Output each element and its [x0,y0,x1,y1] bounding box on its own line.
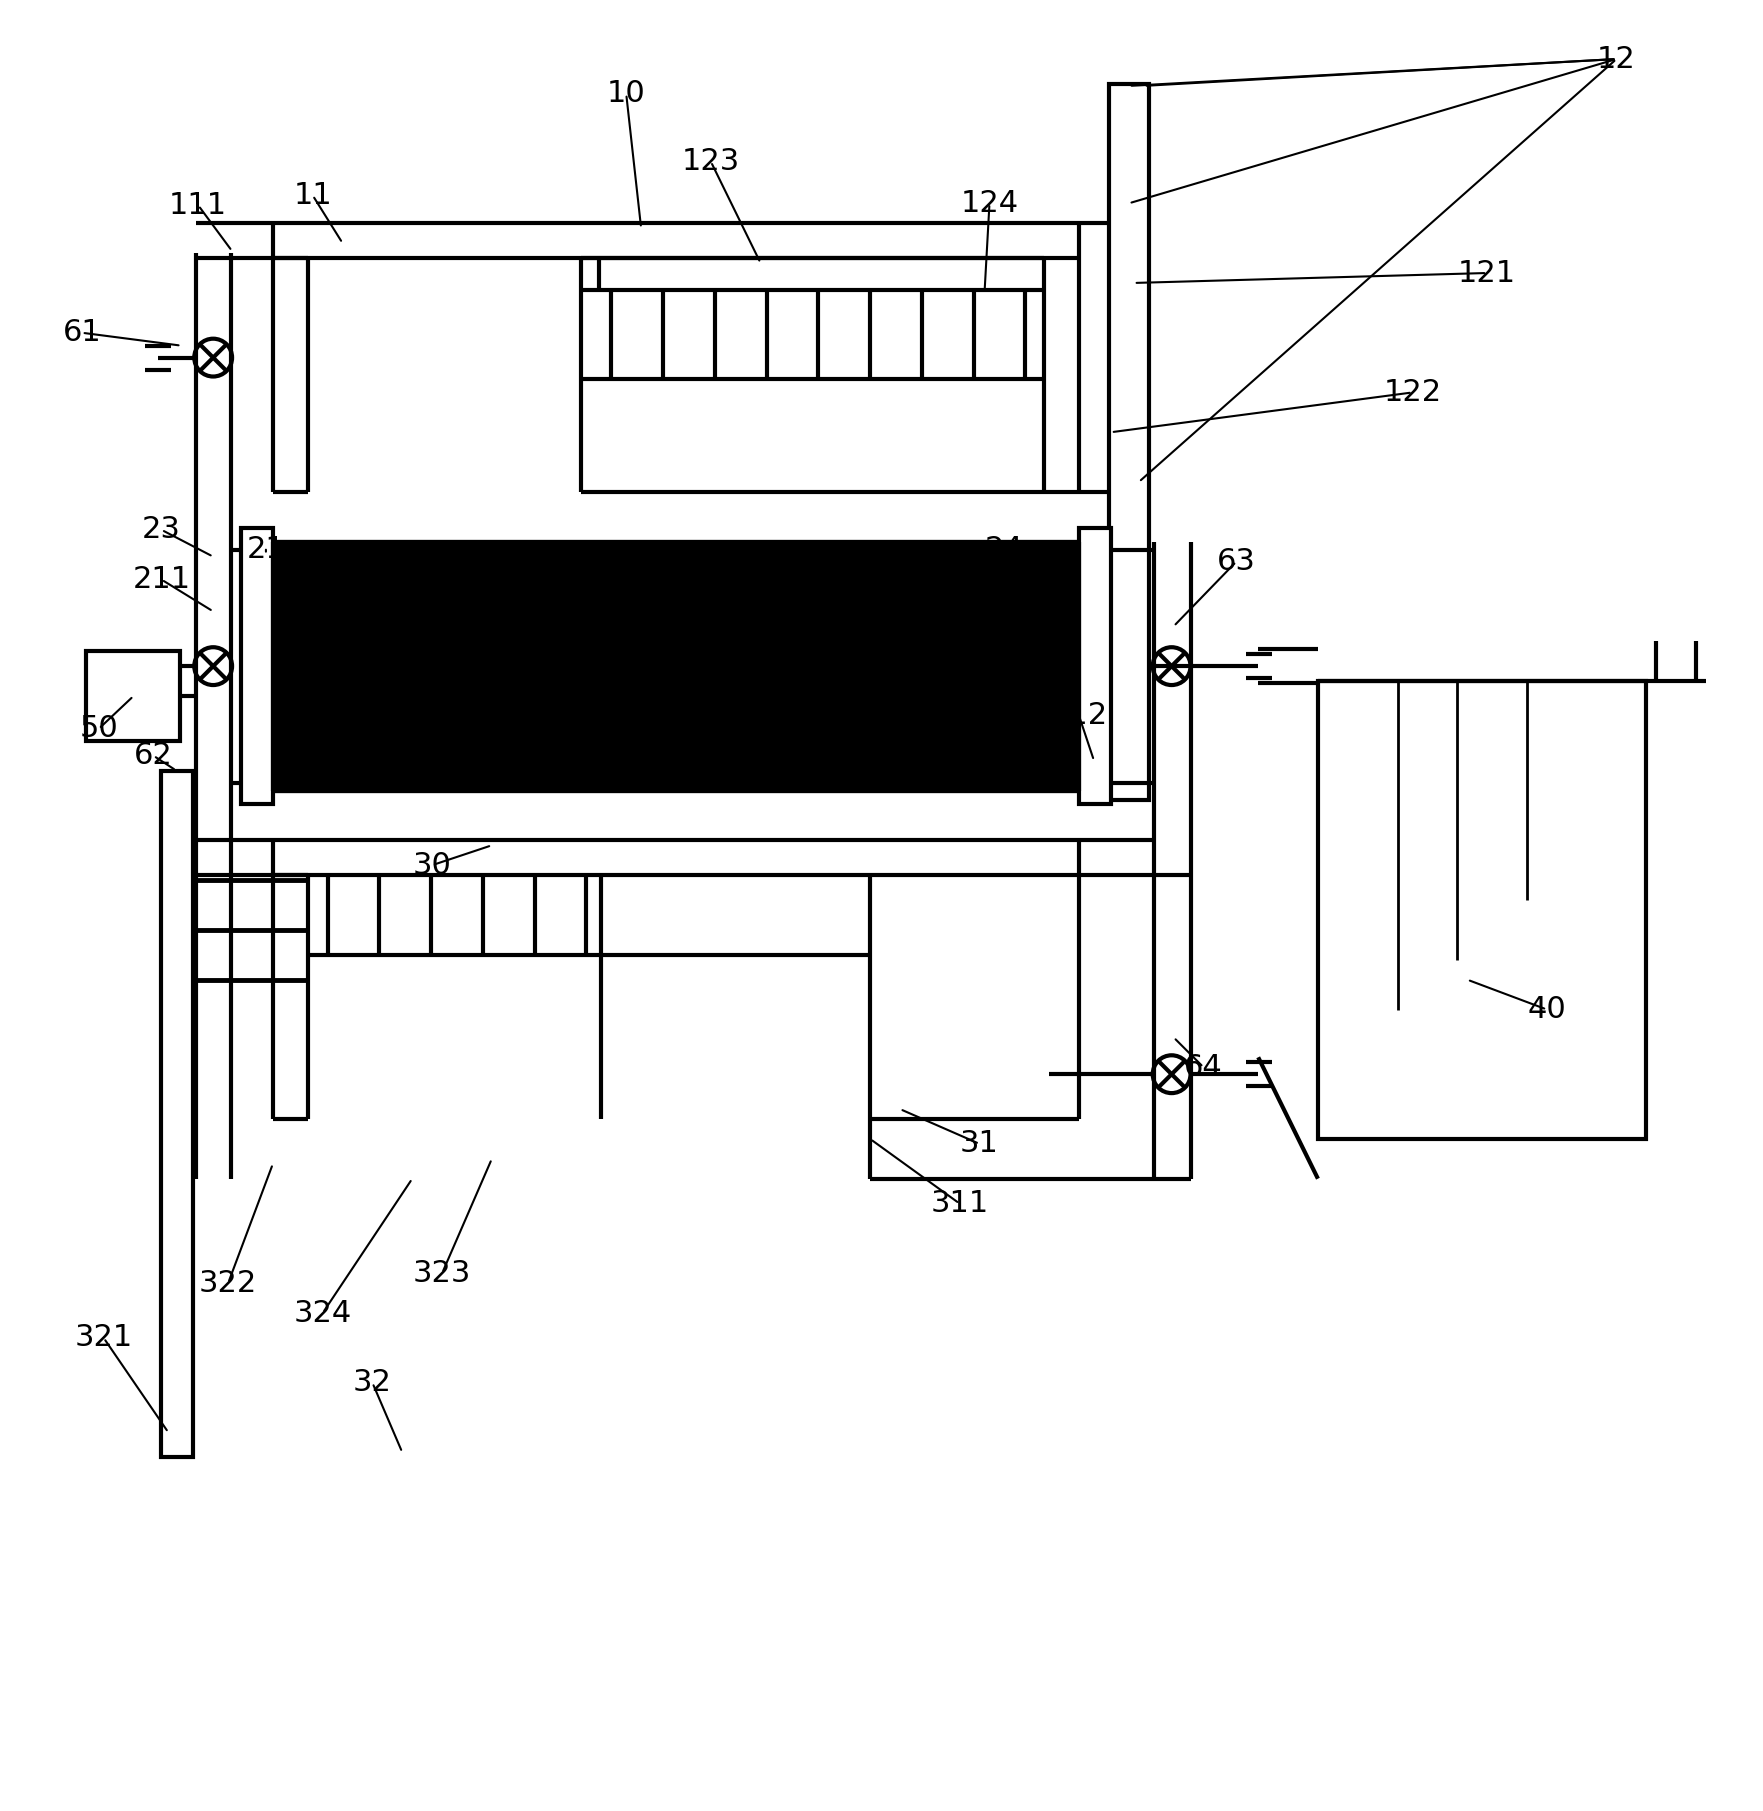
Text: 20: 20 [806,552,844,581]
Text: 311: 311 [931,1190,989,1219]
Bar [1322,900,1643,1135]
Text: 111: 111 [169,190,227,219]
Bar [86,652,180,741]
Text: 61: 61 [62,319,100,348]
Text: 12: 12 [1597,45,1636,74]
Text: 32: 32 [353,1369,391,1398]
Text: 10: 10 [606,80,645,109]
Text: 62: 62 [134,741,173,770]
Text: 64: 64 [1185,1052,1224,1081]
Text: 323: 323 [413,1259,471,1288]
Text: 122: 122 [1384,378,1442,407]
Text: 121: 121 [1458,259,1516,288]
Text: 23: 23 [143,516,182,545]
Bar [162,771,194,1458]
Text: 22: 22 [423,581,462,610]
Text: 40: 40 [1527,994,1566,1023]
Text: 11: 11 [293,181,331,210]
Bar [242,527,273,804]
Text: 50: 50 [79,714,118,743]
Text: 321: 321 [74,1324,132,1353]
Text: 324: 324 [293,1298,353,1327]
Text: 31: 31 [961,1130,1000,1159]
Bar [1079,527,1111,804]
Bar [1319,681,1647,1139]
Bar [1109,83,1149,800]
Text: 322: 322 [199,1270,257,1298]
Text: 63: 63 [1216,547,1255,576]
Bar [273,541,1079,791]
Text: 123: 123 [682,147,740,176]
Text: 21: 21 [247,536,286,565]
Text: 211: 211 [132,565,190,594]
Text: 24: 24 [986,536,1024,565]
Text: 124: 124 [961,188,1019,217]
Text: 30: 30 [413,851,451,880]
Text: 212: 212 [1051,701,1109,730]
